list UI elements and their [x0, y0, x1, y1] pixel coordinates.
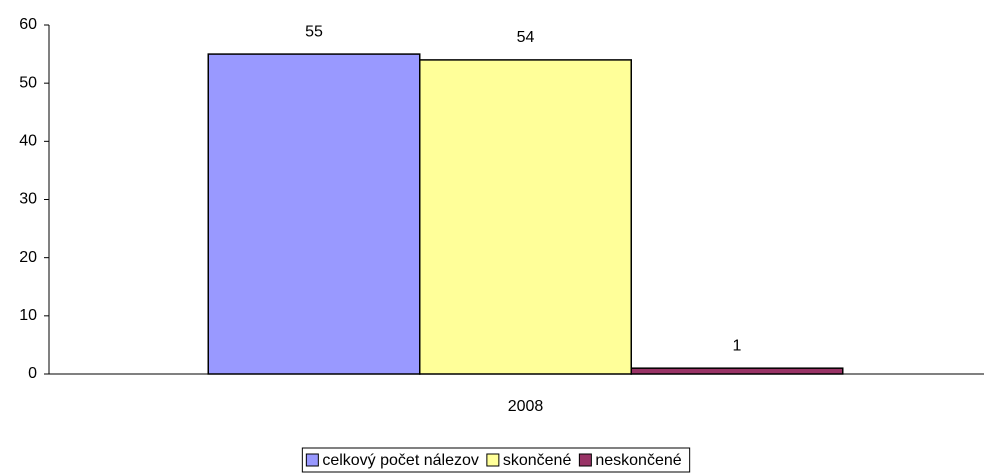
data-label: 54	[517, 29, 535, 46]
x-tick-label: 2008	[508, 398, 544, 415]
legend-label: neskončené	[595, 452, 681, 469]
bar	[419, 59, 632, 375]
bar	[207, 53, 421, 375]
data-label: 55	[305, 23, 323, 40]
legend-label: skončené	[503, 452, 572, 469]
legend-swatch	[486, 453, 500, 467]
y-tick-label: 60	[19, 16, 37, 33]
legend-box	[301, 447, 691, 473]
y-tick-label: 50	[19, 74, 37, 91]
legend-swatch	[578, 453, 592, 467]
y-tick-label: 0	[28, 365, 37, 382]
legend: celkový počet nálezov skončené neskončené	[301, 447, 691, 473]
y-tick-label: 20	[19, 249, 37, 266]
legend-label: celkový počet nálezov	[322, 452, 479, 469]
y-tick-label: 10	[19, 307, 37, 324]
bar	[630, 367, 844, 375]
y-tick-label: 30	[19, 191, 37, 208]
legend-swatch	[305, 453, 319, 467]
data-label: 1	[733, 337, 742, 354]
y-tick-label: 40	[19, 133, 37, 150]
